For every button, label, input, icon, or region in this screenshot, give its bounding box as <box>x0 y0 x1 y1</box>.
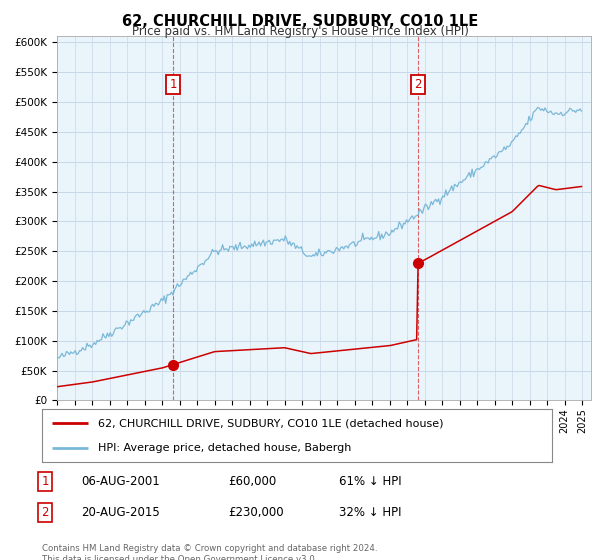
Text: £230,000: £230,000 <box>228 506 284 519</box>
Text: 62, CHURCHILL DRIVE, SUDBURY, CO10 1LE: 62, CHURCHILL DRIVE, SUDBURY, CO10 1LE <box>122 14 478 29</box>
Text: HPI: Average price, detached house, Babergh: HPI: Average price, detached house, Babe… <box>98 442 352 452</box>
Text: 20-AUG-2015: 20-AUG-2015 <box>81 506 160 519</box>
Text: 1: 1 <box>169 78 177 91</box>
Text: 32% ↓ HPI: 32% ↓ HPI <box>339 506 401 519</box>
Text: 1: 1 <box>41 475 49 488</box>
Text: Contains HM Land Registry data © Crown copyright and database right 2024.
This d: Contains HM Land Registry data © Crown c… <box>42 544 377 560</box>
Text: £60,000: £60,000 <box>228 475 276 488</box>
Text: 2: 2 <box>415 78 422 91</box>
Text: 2: 2 <box>41 506 49 519</box>
Text: 62, CHURCHILL DRIVE, SUDBURY, CO10 1LE (detached house): 62, CHURCHILL DRIVE, SUDBURY, CO10 1LE (… <box>98 418 443 428</box>
Text: Price paid vs. HM Land Registry's House Price Index (HPI): Price paid vs. HM Land Registry's House … <box>131 25 469 38</box>
Text: 06-AUG-2001: 06-AUG-2001 <box>81 475 160 488</box>
Text: 61% ↓ HPI: 61% ↓ HPI <box>339 475 401 488</box>
